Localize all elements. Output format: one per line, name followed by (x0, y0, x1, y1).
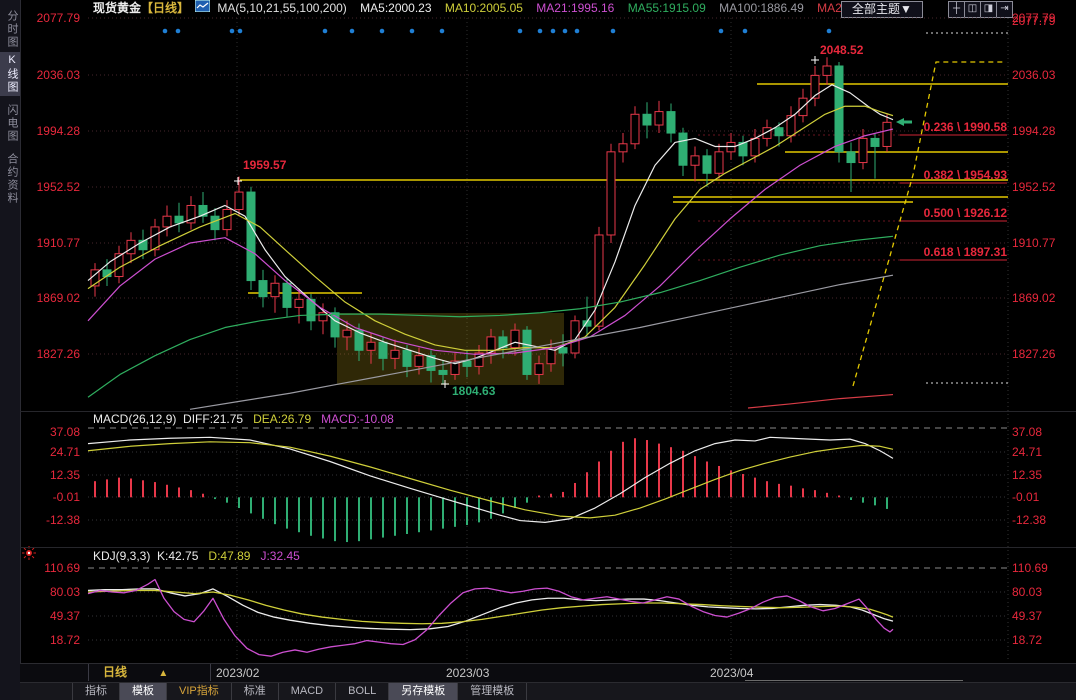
y-axis-label: 37.08 (49, 425, 80, 439)
y-axis-label: 80.03 (1012, 585, 1043, 599)
period-tag: 【日线】 (141, 1, 190, 15)
ma55-value: MA55:1915.09 (627, 1, 706, 15)
sidebar-item-flash-chart[interactable]: 闪电图 (6, 103, 18, 143)
exit-right-icon[interactable]: ⇥ (996, 1, 1013, 18)
all-themes-button[interactable]: 全部主题▼ (841, 1, 923, 18)
kdj-panel-header: KDJ(9,3,3) K:42.75 D:47.89 J:32.45 (93, 549, 300, 563)
x-tick-2023-03: 2023/03 (446, 666, 490, 680)
d-value: D:47.89 (208, 549, 251, 563)
y-axis-label: 110.69 (44, 561, 80, 575)
bottom-tab-bar: 指标 模板 VIP指标 标准 MACD BOLL 另存模板 管理模板 (20, 682, 1076, 700)
y-axis-label: 1994.28 (1012, 124, 1056, 138)
x-tick-2023-04: 2023/04 (710, 666, 754, 680)
indicator-settings-icon[interactable] (22, 546, 36, 563)
y-axis-label: 24.71 (49, 445, 80, 459)
y-axis-label: 18.72 (1012, 633, 1043, 647)
axis-pan-icon[interactable]: ◨ (980, 1, 997, 18)
ma21-value: MA21:1995.16 (536, 1, 615, 15)
fib-level-label: 0.382 \ 1954.93 (923, 168, 1007, 182)
chart-header: 现货黄金【日线】 MA(5,10,21,55,100,200) MA5:2000… (22, 0, 1076, 18)
y-axis-label: 24.71 (1012, 445, 1043, 459)
y-axis-label: -0.01 (1012, 490, 1040, 504)
y-axis-label: 2036.03 (1012, 68, 1056, 82)
y-axis-label: -0.01 (52, 490, 80, 504)
y-axis-label: 1952.52 (36, 180, 80, 194)
axis-scale-icon[interactable]: ◫ (964, 1, 981, 18)
y-axis-label: 49.37 (1012, 609, 1043, 623)
diff-value: DIFF:21.75 (183, 412, 244, 426)
sidebar-item-timeline-chart[interactable]: 分时图 (6, 9, 18, 49)
sidebar-item-kline-chart[interactable]: K线图 (0, 52, 20, 96)
dea-value: DEA:26.79 (253, 412, 312, 426)
tab-templates[interactable]: 模板 (120, 683, 167, 700)
up-arrow-icon: ▲ (158, 668, 169, 679)
x-axis-row: 日线 ▲ 2023/02 2023/03 2023/04 (20, 663, 1076, 682)
y-axis-label: 1952.52 (1012, 180, 1056, 194)
fib-level-label: 0.236 \ 1990.58 (923, 120, 1007, 134)
price-annotation: 1959.57 (243, 158, 287, 172)
period-selector[interactable]: 日线 ▲ (88, 664, 211, 681)
y-axis-label: 80.03 (49, 585, 80, 599)
k-value: K:42.75 (157, 549, 199, 563)
macd-params: MACD(26,12,9) (93, 412, 177, 426)
ma10-value: MA10:2005.05 (444, 1, 523, 15)
y-axis-label: 37.08 (1012, 425, 1043, 439)
fib-level-label: 0.500 \ 1926.12 (923, 206, 1007, 220)
ma100-value: MA100:1886.49 (719, 1, 804, 15)
tab-indicators[interactable]: 指标 (73, 683, 120, 700)
tab-standard[interactable]: 标准 (232, 683, 279, 700)
y-axis-label: 2077.79 (1012, 11, 1056, 25)
macd-panel-header: MACD(26,12,9) DIFF:21.75 DEA:26.79 MACD:… (93, 412, 394, 426)
period-label: 日线 (103, 665, 128, 679)
panel-separator (20, 547, 1076, 548)
y-axis-label: 1827.26 (1012, 347, 1056, 361)
ma5-value: MA5:2000.23 (360, 1, 432, 15)
y-axis-label: 1994.28 (36, 124, 80, 138)
y-axis-label: 1869.02 (1012, 291, 1056, 305)
y-axis-label: -12.38 (1012, 513, 1047, 527)
y-axis-label: -12.38 (45, 513, 80, 527)
right-axis-top-price: 2077.79 (1012, 14, 1056, 28)
ma-params-label: MA(5,10,21,55,100,200) (217, 1, 347, 15)
crosshair-move-icon[interactable]: ┼ (948, 1, 965, 18)
macd-value: MACD:-10.08 (321, 412, 394, 426)
y-axis-label: 12.35 (1012, 468, 1043, 482)
fib-level-label: 0.618 \ 1897.31 (923, 245, 1007, 259)
y-axis-label: 12.35 (49, 468, 80, 482)
y-axis-label: 1869.02 (36, 291, 80, 305)
tab-boll[interactable]: BOLL (336, 683, 390, 700)
y-axis-label: 2036.03 (36, 68, 80, 82)
tab-macd[interactable]: MACD (279, 683, 337, 700)
y-axis-label: 2077.79 (36, 11, 80, 25)
y-axis-label: 1827.26 (36, 347, 80, 361)
tab-bar-spacer (20, 683, 73, 700)
y-axis-label: 1910.77 (36, 236, 80, 250)
price-annotation: 2048.52 (820, 43, 864, 57)
scroll-range-indicator[interactable] (745, 680, 963, 681)
left-sidebar: 分时图 K线图 闪电图 合约资料 (0, 0, 21, 700)
tab-save-template[interactable]: 另存模板 (389, 683, 459, 700)
tab-manage-template[interactable]: 管理模板 (458, 683, 528, 700)
sidebar-item-contract-info[interactable]: 合约资料 (6, 153, 18, 205)
kdj-params: KDJ(9,3,3) (93, 549, 151, 563)
panel-separator (20, 411, 1076, 412)
j-value: J:32.45 (260, 549, 300, 563)
symbol-title: 现货黄金 (93, 1, 142, 15)
x-tick-2023-02: 2023/02 (216, 666, 260, 680)
mini-chart-icon[interactable] (194, 0, 211, 15)
price-annotation: 1804.63 (452, 384, 496, 398)
y-axis-label: 18.72 (49, 633, 80, 647)
y-axis-label: 49.37 (49, 609, 80, 623)
y-axis-label: 110.69 (1012, 561, 1048, 575)
y-axis-label: 1910.77 (1012, 236, 1056, 250)
tab-vip-indicators[interactable]: VIP指标 (167, 683, 232, 700)
